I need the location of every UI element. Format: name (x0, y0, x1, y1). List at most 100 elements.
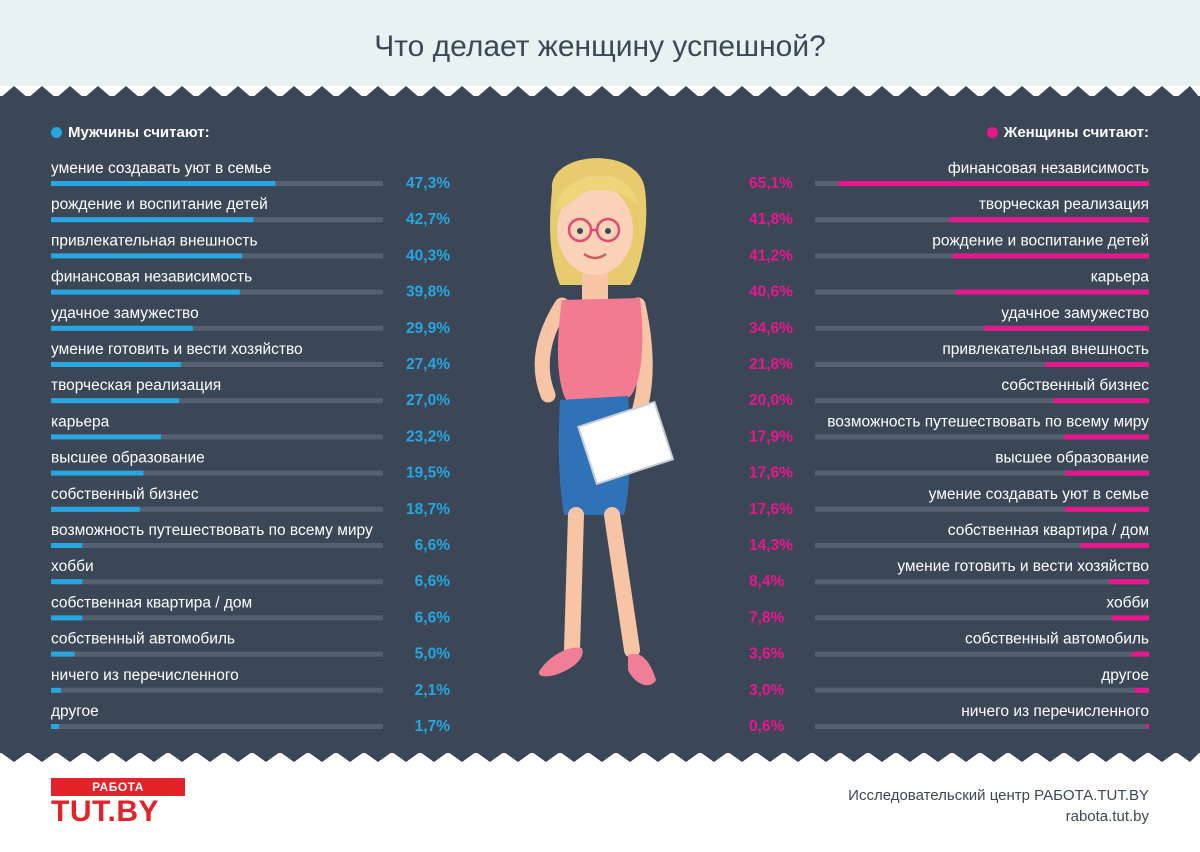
men-category-label: удачное замужество (51, 305, 199, 322)
men-bar (51, 434, 162, 440)
men-category-label: собственная квартира / дом (51, 594, 252, 611)
men-bar (51, 651, 75, 657)
women-bar-track (815, 724, 1149, 729)
men-bar (51, 687, 61, 693)
men-bar (51, 470, 144, 476)
men-value-label: 5,0% (415, 646, 451, 663)
men-bar (51, 325, 193, 331)
men-bar-track (51, 615, 383, 621)
men-value-label: 1,7% (415, 718, 451, 735)
header-band: Что делает женщину успешной? (0, 0, 1200, 86)
women-bar-track (815, 543, 1149, 548)
men-value-label: 47,3% (406, 175, 450, 192)
men-bar-track (51, 543, 383, 548)
women-value-label: 40,6% (749, 284, 793, 301)
women-bar (983, 325, 1149, 331)
women-bar (1134, 687, 1149, 693)
women-bar-track (815, 651, 1149, 657)
women-category-label: рождение и воспитание детей (932, 232, 1149, 249)
legend-men-label: Мужчины считают: (68, 124, 210, 141)
women-category-label: возможность путешествовать по всему миру (827, 413, 1149, 430)
women-bar (1053, 398, 1149, 404)
women-category-label: умение создавать уют в семье (929, 486, 1149, 503)
women-value-label: 20,0% (749, 392, 793, 409)
women-bar (1108, 579, 1149, 585)
page-title: Что делает женщину успешной? (374, 30, 826, 63)
legend-men: Мужчины считают: (51, 124, 210, 141)
zigzag-bottom-edge (0, 752, 1200, 762)
women-bar (1065, 470, 1149, 476)
men-category-label: финансовая независимость (51, 269, 252, 286)
men-category-label: возможность путешествовать по всему миру (51, 522, 373, 539)
men-category-label: собственный бизнес (51, 486, 199, 503)
logo: РАБОТА TUT.BY (51, 778, 185, 828)
men-bar-track (51, 687, 383, 693)
men-bar-track (51, 362, 383, 367)
men-category-label: умение создавать уют в семье (51, 160, 271, 177)
women-value-label: 3,6% (749, 646, 785, 663)
women-bar (1146, 724, 1149, 729)
women-bar-track (815, 362, 1149, 367)
men-value-label: 18,7% (406, 501, 450, 518)
women-value-label: 17,6% (749, 465, 793, 482)
women-category-label: собственный автомобиль (965, 631, 1149, 648)
women-value-label: 41,8% (749, 211, 793, 228)
source-url[interactable]: rabota.tut.by (1065, 808, 1149, 825)
footer-source: Исследовательский центр РАБОТА.TUT.BY ra… (848, 785, 1149, 827)
men-bar-track (51, 470, 383, 476)
women-value-label: 17,9% (749, 428, 793, 445)
women-bar (1044, 362, 1149, 367)
men-value-label: 40,3% (406, 247, 450, 264)
women-value-label: 65,1% (749, 175, 793, 192)
women-value-label: 3,0% (749, 682, 785, 699)
women-category-label: удачное замужество (1001, 305, 1149, 322)
women-bar-track (815, 615, 1149, 621)
men-bar (51, 289, 240, 295)
men-bar (51, 362, 181, 367)
men-bar (51, 253, 243, 259)
women-bar (1131, 651, 1149, 657)
men-category-label: творческая реализация (51, 377, 221, 394)
men-bar (51, 398, 180, 404)
logo-main-label: TUT.BY (51, 795, 159, 828)
women-bar (952, 253, 1149, 259)
men-bar (51, 543, 83, 548)
women-value-label: 7,8% (749, 609, 785, 626)
women-category-label: высшее образование (995, 450, 1149, 467)
women-value-label: 8,4% (749, 573, 785, 590)
men-bar (51, 217, 254, 223)
men-value-label: 2,1% (415, 682, 451, 699)
men-value-label: 6,6% (415, 573, 451, 590)
men-bar-track (51, 651, 383, 657)
women-value-label: 34,6% (749, 320, 793, 337)
women-bar (838, 181, 1149, 186)
men-bar-track (51, 506, 383, 512)
women-value-label: 41,2% (749, 247, 793, 264)
men-category-label: собственный автомобиль (51, 631, 235, 648)
women-bar-track (815, 434, 1149, 440)
women-category-label: собственный бизнес (1001, 377, 1149, 394)
men-bar (51, 506, 140, 512)
men-value-label: 27,4% (406, 356, 450, 373)
men-bar-track (51, 434, 383, 440)
men-value-label: 6,6% (415, 537, 451, 554)
men-category-label: умение готовить и вести хозяйство (51, 341, 303, 358)
men-dot-icon (51, 126, 62, 138)
women-bar (955, 289, 1149, 295)
women-bar (949, 217, 1149, 223)
women-bar-track (815, 506, 1149, 512)
women-category-label: карьера (1091, 269, 1150, 286)
women-value-label: 17,6% (749, 501, 793, 518)
women-category-label: привлекательная внешность (942, 341, 1149, 358)
women-bar-track (815, 325, 1149, 331)
men-value-label: 29,9% (406, 320, 450, 337)
men-bar-track (51, 398, 383, 404)
men-category-label: карьера (51, 413, 110, 430)
women-bar-track (815, 579, 1149, 585)
legend-women-label: Женщины считают: (1003, 124, 1149, 141)
men-category-label: привлекательная внешность (51, 232, 258, 249)
men-value-label: 23,2% (406, 428, 450, 445)
women-category-label: творческая реализация (979, 196, 1149, 213)
men-category-label: хобби (51, 558, 94, 575)
